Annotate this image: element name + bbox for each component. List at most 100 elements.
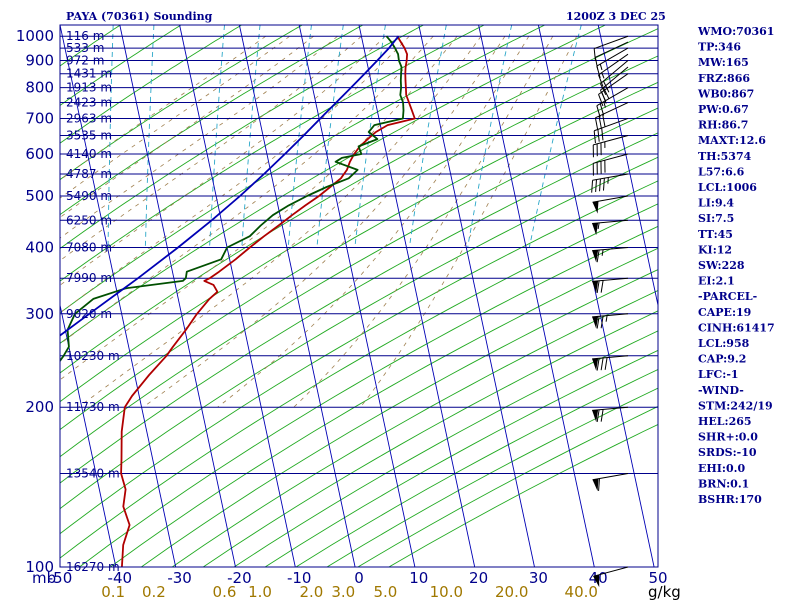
height-label: 7080 m	[66, 240, 112, 254]
sounding-index-item: LFC:-1	[698, 368, 739, 381]
sounding-index-item: CAP:9.2	[698, 353, 746, 366]
dry-adiabat-line	[60, 25, 303, 181]
moist-adiabat-line	[78, 35, 482, 408]
sounding-index-item: TH:5374	[698, 150, 752, 163]
sounding-index-item: -WIND-	[698, 384, 744, 397]
dry-adiabat-line	[171, 289, 658, 567]
pressure-tick-label: 300	[25, 305, 54, 323]
mixing-ratio-tick-label: 0.6	[213, 583, 237, 600]
isotherm-line	[60, 303, 117, 567]
pressure-tick-label: 900	[25, 52, 54, 70]
sounding-index-item: PW:0.67	[698, 103, 749, 116]
sounding-index-item: MW:165	[698, 56, 749, 69]
dry-adiabat-line	[60, 25, 242, 144]
moist-adiabat-line	[60, 35, 314, 219]
mixing-ratio-axis-labels: 0.1 0.2 0.6 1.0 2.0 3.0 5.0 10.0 20.0 40.0	[101, 583, 598, 600]
dry-adiabat-line	[60, 107, 658, 458]
height-label: 10230 m	[66, 349, 120, 363]
pressure-axis-labels: 100 200 300 400 500 600 700 800 900 1000	[16, 27, 54, 576]
parcel-line	[60, 35, 400, 337]
temperature-tick-label: 10	[409, 569, 428, 587]
sounding-index-item: WB0:867	[697, 87, 754, 100]
height-label: 2963 m	[66, 111, 112, 125]
height-label: 972 m	[66, 54, 104, 68]
sounding-index-item: MAXT:12.6	[698, 134, 766, 147]
pressure-tick-label: 800	[25, 79, 54, 97]
pressure-tick-label: 100	[25, 558, 54, 576]
sounding-index-item: WMO:70361	[697, 25, 774, 38]
temperature-tick-label: -40	[108, 569, 133, 587]
wind-barb	[592, 473, 629, 492]
sounding-index-item: EHI:0.0	[698, 462, 745, 475]
sounding-index-item: CAPE:19	[698, 306, 751, 319]
sounding-index-item: RH:86.7	[698, 119, 748, 132]
height-label: 3535 m	[66, 129, 112, 143]
wind-barb	[592, 355, 629, 371]
dry-adiabat-line	[60, 25, 121, 67]
height-labels: 16270 m 13540 m 11730 m 10230 m 9020 m 7990 m…	[66, 29, 120, 574]
sounding-index-item: LCL:958	[698, 337, 750, 350]
moist-adiabat-line	[360, 36, 578, 408]
wind-barb	[594, 102, 629, 131]
sounding-index-item: SHR+:0.0	[698, 431, 758, 444]
wind-barb	[598, 73, 629, 107]
temperature-tick-label: 0	[354, 569, 364, 587]
dry-adiabat-line	[60, 25, 364, 216]
dry-adiabat-line	[60, 25, 182, 106]
mixing-ratio-line	[287, 25, 312, 248]
isotherm-line	[418, 25, 535, 567]
pressure-tick-label: 500	[25, 187, 54, 205]
dry-adiabat-line	[110, 247, 658, 567]
mixing-ratio-tick-label: 0.2	[142, 583, 166, 600]
temperature-tick-label: 30	[529, 569, 548, 587]
height-label: 533 m	[66, 41, 104, 55]
mixing-ratio-line	[209, 25, 225, 248]
sounding-index-item: SRDS:-10	[698, 446, 757, 459]
isotherm-line	[179, 25, 296, 567]
mixing-ratio-line	[107, 25, 114, 248]
temperature-tick-label: -10	[287, 569, 312, 587]
mixing-ratio-tick-label: 40.0	[565, 583, 598, 600]
height-label: 4140 m	[66, 147, 112, 161]
dry-adiabat-line	[60, 25, 545, 314]
height-label: 11730 m	[66, 400, 120, 414]
mixing-ratio-tick-label: 1.0	[248, 583, 272, 600]
wind-barbs	[591, 35, 629, 588]
moist-adiabat-line	[60, 35, 386, 286]
isotherm-line	[119, 25, 236, 567]
wind-barb	[592, 195, 629, 214]
dry-adiabat-line	[60, 203, 658, 559]
sounding-index-item: -PARCEL-	[698, 290, 757, 303]
sounding-index-item: TP:346	[698, 41, 741, 54]
wind-barb	[593, 117, 629, 144]
sounding-index-item: LI:9.4	[698, 197, 734, 210]
wind-barb	[598, 53, 629, 87]
wind-barb	[591, 173, 629, 193]
wind-barb	[592, 219, 629, 236]
sounding-index-item: HEL:265	[698, 415, 752, 428]
isotherm-line	[478, 25, 595, 567]
height-label: 7990 m	[66, 271, 112, 285]
wind-barb	[596, 47, 629, 79]
dry-adiabat-line	[79, 225, 658, 567]
moist-adiabat-line	[217, 35, 530, 408]
height-label: 4787 m	[66, 167, 112, 181]
temperature-tick-label: 50	[648, 569, 667, 587]
mixing-ratio-tick-label: 3.0	[331, 583, 355, 600]
height-label: 9020 m	[66, 307, 112, 321]
mixing-ratio-tick-label: 10.0	[430, 583, 463, 600]
mixing-ratio-tick-label: 2.0	[300, 583, 324, 600]
sounding-index-item: LCL:1006	[698, 181, 757, 194]
wind-barb	[592, 277, 629, 294]
mixing-ratio-lines	[107, 25, 582, 248]
isotherm-line	[597, 25, 658, 308]
mixing-ratio-tick-label: 20.0	[495, 583, 528, 600]
temperature-tick-label: -30	[167, 569, 192, 587]
height-label: 6250 m	[66, 213, 112, 227]
pressure-tick-label: 700	[25, 109, 54, 127]
sounding-index-item: BRN:0.1	[698, 477, 749, 490]
isotherm-line	[298, 25, 416, 567]
pressure-unit-label: mb	[32, 569, 56, 587]
dry-adiabats	[60, 25, 658, 567]
sounding-index-item: L57:6.6	[698, 165, 745, 178]
